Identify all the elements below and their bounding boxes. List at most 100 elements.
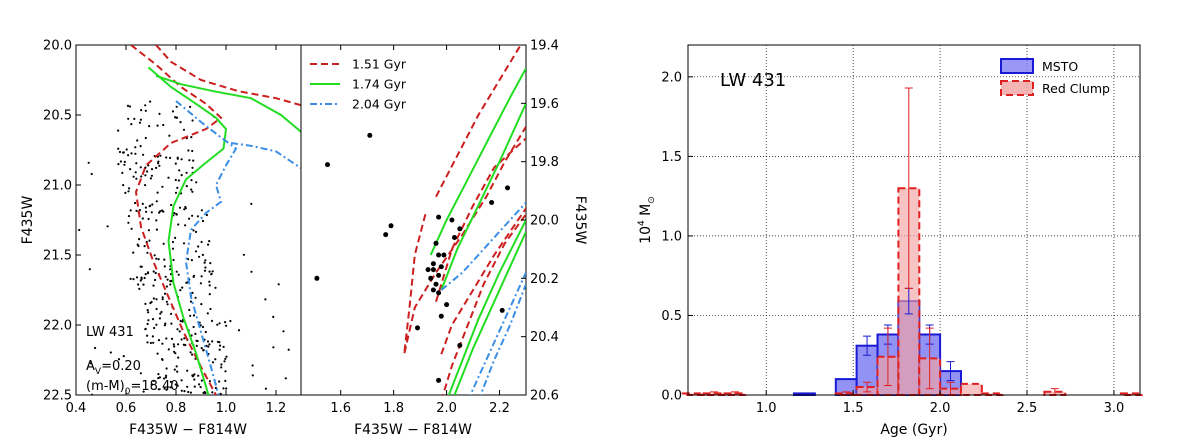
star-point — [133, 117, 136, 120]
star-point — [208, 280, 211, 283]
x-tick-label: 0.8 — [166, 401, 187, 416]
star-point — [415, 325, 420, 331]
legend-label: 1.74 Gyr — [352, 77, 407, 92]
star-point — [140, 109, 143, 112]
cmd-zoom-ylabel: F435W — [572, 196, 588, 245]
star-point — [190, 179, 193, 182]
star-point — [184, 224, 187, 227]
star-point — [182, 128, 186, 131]
star-point — [135, 209, 138, 212]
star-point — [165, 156, 168, 159]
x-tick-label: 3.0 — [1104, 401, 1125, 416]
star-point — [201, 253, 204, 256]
star-point — [216, 340, 219, 343]
star-point — [134, 146, 137, 149]
isochrone-line — [147, 66, 228, 395]
star-point — [122, 355, 125, 358]
star-point — [71, 235, 73, 237]
star-point — [170, 322, 173, 325]
error-bar — [904, 87, 913, 289]
star-point — [173, 368, 176, 371]
star-point — [149, 341, 152, 345]
error-bar — [946, 361, 955, 382]
x-tick-label: 2.2 — [489, 401, 510, 416]
star-point — [209, 307, 212, 311]
star-point — [180, 389, 183, 392]
star-point — [129, 168, 132, 171]
star-point — [204, 330, 207, 334]
isochrone-line — [175, 100, 238, 395]
cmd-full-distance-sub: 0 — [125, 387, 131, 397]
star-point — [436, 272, 442, 278]
star-point — [138, 287, 141, 290]
star-point — [187, 390, 190, 394]
star-point — [186, 385, 189, 388]
histogram-ylabel-sup: 4 — [637, 220, 647, 226]
star-point — [127, 154, 130, 157]
star-point — [325, 162, 330, 168]
star-point — [164, 374, 168, 377]
star-point — [165, 337, 168, 340]
star-point — [148, 239, 151, 242]
star-point — [139, 166, 142, 169]
star-point — [144, 136, 147, 140]
histogram-ticks: 1.0 1.5 2.0 2.5 3.0 0.0 0.5 1.0 1.5 2.0 — [661, 70, 1124, 416]
star-point — [127, 215, 131, 218]
star-point — [251, 364, 254, 367]
star-point — [196, 339, 199, 343]
star-point — [177, 343, 180, 346]
star-point — [139, 118, 142, 121]
star-point — [208, 270, 211, 273]
star-point — [201, 219, 205, 223]
star-point — [180, 379, 183, 382]
isochrone-line — [230, 142, 301, 170]
star-point — [208, 380, 211, 383]
isochrone-line — [440, 201, 526, 291]
star-point — [505, 185, 510, 191]
cmd-full-xlabel: F435W − F814W — [129, 422, 247, 438]
star-point — [225, 355, 228, 358]
star-point — [287, 348, 290, 351]
star-point — [170, 203, 173, 207]
star-point — [206, 312, 209, 315]
star-point — [214, 386, 217, 390]
cmd-zoom-panel: 1.6 1.8 2.0 2.2 19.4 19.6 19.8 20.0 20.2 20.4 20.6… — [300, 39, 588, 438]
star-point — [166, 278, 169, 281]
star-point — [191, 119, 194, 122]
star-point — [155, 307, 158, 311]
star-point — [170, 337, 174, 340]
y-tick-label: 21.0 — [43, 179, 72, 194]
star-point — [142, 153, 145, 156]
star-point — [161, 296, 164, 299]
star-point — [198, 255, 201, 258]
star-point — [136, 139, 139, 142]
cmd-full-isochrones — [130, 45, 301, 395]
star-point — [126, 104, 130, 107]
star-point — [163, 377, 166, 380]
y-tick-label: 20.2 — [530, 272, 559, 287]
cmd-full-distance-label: (m-M)0=18.40 — [86, 379, 179, 397]
star-point — [138, 238, 141, 241]
x-tick-label: 1.5 — [843, 401, 864, 416]
star-point — [272, 346, 275, 349]
red-clump-bar — [959, 382, 983, 396]
star-point — [203, 261, 206, 264]
star-point — [171, 240, 174, 244]
star-point — [176, 384, 179, 387]
star-point — [183, 390, 186, 393]
star-point — [224, 370, 227, 373]
star-point — [436, 377, 442, 383]
cmd-zoom-xlabel: F435W − F814W — [354, 422, 472, 438]
star-point — [194, 296, 197, 299]
star-point — [147, 311, 150, 314]
star-point — [218, 322, 221, 325]
cmd-full-cluster-label: LW 431 — [86, 325, 134, 340]
star-point — [166, 303, 169, 306]
star-point — [220, 363, 223, 366]
star-point — [144, 166, 147, 169]
star-point — [214, 358, 217, 361]
star-point — [146, 334, 149, 337]
star-point — [171, 110, 175, 113]
star-point — [184, 205, 187, 209]
x-tick-label: 0.4 — [66, 401, 87, 416]
